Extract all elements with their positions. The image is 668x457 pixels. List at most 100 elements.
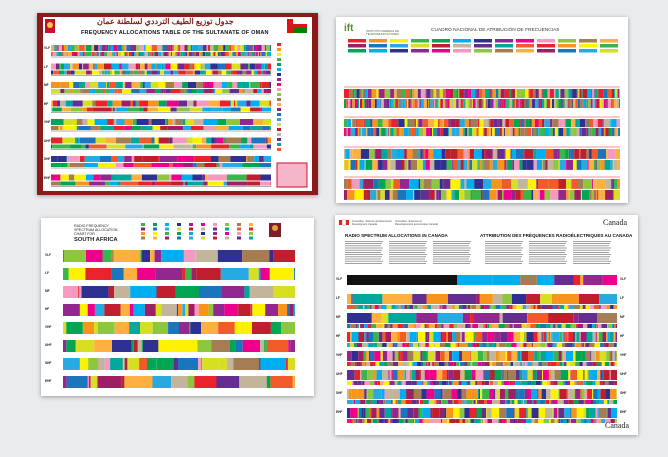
canada-band-block (432, 408, 440, 418)
sa-band-block (220, 268, 249, 280)
canada-band-block (492, 419, 499, 423)
oman-band-block (192, 89, 198, 93)
canada-band-block (576, 332, 580, 342)
canada-band-block (353, 400, 356, 404)
oman-band-block (61, 52, 64, 56)
mexico-band-block (528, 89, 530, 98)
canada-band-block (544, 400, 546, 404)
oman-band-block (100, 52, 102, 56)
oman-band-block (58, 126, 60, 130)
canada-band-block (546, 324, 551, 328)
oman-band-block (196, 100, 209, 107)
canada-band-block (527, 343, 531, 347)
canada-band-block (482, 343, 487, 347)
mexico-band-block (595, 160, 597, 170)
mexico-band-block (540, 99, 542, 108)
canada-band-block (602, 332, 607, 342)
canada-band-block (600, 370, 602, 380)
oman-band-block (64, 63, 71, 70)
oman-band-block (197, 45, 199, 51)
mexico-band-block (385, 89, 391, 98)
oman-band-block (265, 52, 267, 56)
sa-band-block (87, 376, 89, 388)
mexico-band-block (460, 128, 463, 137)
canada-band-block (472, 324, 479, 328)
canada-band-block (446, 381, 448, 385)
canada-band-block (612, 324, 613, 328)
canada-text-line (485, 263, 522, 264)
oman-band-block (204, 82, 214, 88)
canada-band-block (568, 400, 574, 404)
canada-band-block (568, 419, 570, 423)
oman-band-block (258, 52, 261, 56)
canada-band-block (383, 381, 390, 385)
canada-band-block (536, 275, 555, 285)
sa-band-block (198, 304, 209, 316)
canada-band-block (521, 419, 527, 423)
mexico-band-block (429, 190, 435, 200)
canada-frequency-chart[interactable]: Innovation, Science and Economic Develop… (335, 215, 638, 435)
sa-band-block (155, 304, 162, 316)
mexico-band-block (385, 128, 387, 137)
oman-band-block (52, 100, 57, 107)
sa-band-block (195, 250, 218, 262)
oman-band-block (107, 100, 113, 107)
canada-band-block (506, 400, 511, 404)
mexico-band-block (430, 99, 433, 108)
mexico-band-block (577, 99, 581, 108)
canada-band-block (550, 389, 554, 399)
canada-band-block (538, 362, 543, 366)
mexico-band-block (371, 99, 373, 108)
canada-band-block (479, 343, 482, 347)
band-svg (51, 43, 281, 187)
mexico-band-block (489, 160, 493, 170)
mexico-legend-swatch (579, 39, 597, 43)
oman-band-block (178, 100, 188, 107)
sa-band-block (133, 340, 138, 352)
mexico-band-block (594, 119, 598, 128)
canada-band-block (492, 275, 521, 285)
oman-band-block (246, 156, 248, 162)
canada-band-block (378, 419, 380, 423)
oman-band-block (254, 70, 258, 75)
canada-band-block (434, 419, 438, 423)
canada-band-block (604, 362, 610, 366)
canada-band-block (459, 351, 463, 361)
canada-text-line (485, 258, 521, 260)
oman-band-block (144, 45, 146, 51)
canada-band-block (496, 343, 499, 347)
canada-band-block (613, 332, 616, 342)
sa-band-block (273, 250, 295, 262)
canada-band-block (386, 389, 393, 399)
canada-band-block (442, 389, 444, 399)
mexico-band-block (356, 119, 358, 128)
mexico-band-block (572, 128, 577, 137)
oman-legend-swatch (277, 143, 281, 146)
canada-band-block (519, 370, 523, 380)
mexico-band-block (372, 160, 378, 170)
oman-band-block (166, 100, 179, 107)
south-africa-frequency-chart[interactable]: RADIO FREQUENCY SPECTRUM ALLOCATION CHAR… (41, 218, 314, 396)
mexico-band-block (512, 99, 514, 108)
oman-band-block (141, 174, 158, 181)
mexico-band-block (504, 89, 510, 98)
oman-frequency-chart[interactable]: جدول توزيع الطيف الترددي لسلطنة عمان FRE… (37, 13, 318, 195)
oman-band-block (241, 45, 244, 51)
sa-legend-swatch (201, 232, 205, 235)
mexico-band-block (483, 160, 490, 170)
canada-band-block (447, 370, 449, 380)
canada-band-block (475, 332, 483, 342)
canada-text-line (389, 249, 426, 251)
oman-band-block (207, 181, 224, 186)
sa-band-block (68, 268, 86, 280)
canada-band-block (590, 305, 595, 309)
mexico-band-block (598, 89, 604, 98)
sa-band-block (258, 268, 261, 280)
oman-band-block (256, 52, 258, 56)
mexico-band-block (482, 160, 484, 170)
mexico-band-block (503, 190, 512, 200)
mexico-frequency-chart[interactable]: ift INSTITUTO FEDERAL DE TELECOMUNICACIO… (336, 17, 628, 203)
canada-band-block (381, 389, 385, 399)
sa-band-block (111, 250, 113, 262)
mexico-legend-swatch (432, 44, 450, 48)
